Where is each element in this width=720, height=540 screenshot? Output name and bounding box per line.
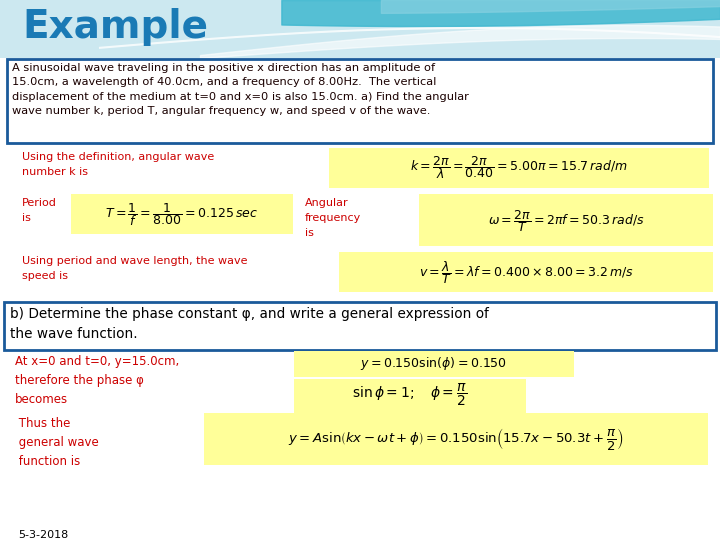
FancyBboxPatch shape bbox=[71, 194, 293, 234]
Text: Thus the
 general wave
 function is: Thus the general wave function is bbox=[15, 417, 99, 468]
Text: $\sin\phi = 1;\quad \phi = \dfrac{\pi}{2}$: $\sin\phi = 1;\quad \phi = \dfrac{\pi}{2… bbox=[353, 382, 467, 408]
FancyBboxPatch shape bbox=[4, 302, 716, 350]
Text: $\omega = \dfrac{2\pi}{T} = 2\pi f = 50.3\,rad/s$: $\omega = \dfrac{2\pi}{T} = 2\pi f = 50.… bbox=[487, 208, 644, 234]
FancyBboxPatch shape bbox=[0, 58, 720, 540]
Text: Using the definition, angular wave
number k is: Using the definition, angular wave numbe… bbox=[22, 152, 215, 177]
Text: Example: Example bbox=[22, 8, 208, 46]
Text: $y = 0.150\sin(\phi) = 0.150$: $y = 0.150\sin(\phi) = 0.150$ bbox=[361, 355, 508, 373]
Text: b) Determine the phase constant φ, and write a general expression of
the wave fu: b) Determine the phase constant φ, and w… bbox=[10, 307, 489, 341]
FancyBboxPatch shape bbox=[294, 379, 526, 413]
Text: $v = \dfrac{\lambda}{T} = \lambda f = 0.400 \times 8.00 = 3.2\,m/s$: $v = \dfrac{\lambda}{T} = \lambda f = 0.… bbox=[418, 260, 634, 286]
FancyBboxPatch shape bbox=[419, 194, 713, 246]
Text: A sinusoidal wave traveling in the positive x direction has an amplitude of
15.0: A sinusoidal wave traveling in the posit… bbox=[12, 63, 469, 116]
Text: Angular
frequency
is: Angular frequency is bbox=[305, 198, 361, 238]
Text: Period
is: Period is bbox=[22, 198, 57, 223]
FancyBboxPatch shape bbox=[204, 413, 708, 465]
Text: At x=0 and t=0, y=15.0cm,
therefore the phase φ
becomes: At x=0 and t=0, y=15.0cm, therefore the … bbox=[15, 355, 179, 406]
Text: $T = \dfrac{1}{f} = \dfrac{1}{8.00} = 0.125\,sec$: $T = \dfrac{1}{f} = \dfrac{1}{8.00} = 0.… bbox=[105, 201, 258, 228]
Text: $k = \dfrac{2\pi}{\lambda} = \dfrac{2\pi}{0.40} = 5.00\pi = 15.7\,rad/m$: $k = \dfrac{2\pi}{\lambda} = \dfrac{2\pi… bbox=[410, 154, 628, 181]
Text: $y = A\sin\!\left(kx - \omega t + \phi\right) = 0.150\sin\!\left(15.7x - 50.3t +: $y = A\sin\!\left(kx - \omega t + \phi\r… bbox=[289, 426, 624, 452]
FancyBboxPatch shape bbox=[329, 148, 709, 188]
FancyBboxPatch shape bbox=[7, 59, 713, 143]
Text: Using period and wave length, the wave
speed is: Using period and wave length, the wave s… bbox=[22, 256, 248, 281]
FancyBboxPatch shape bbox=[294, 351, 574, 377]
FancyBboxPatch shape bbox=[339, 252, 713, 292]
Text: 5-3-2018: 5-3-2018 bbox=[18, 530, 68, 540]
